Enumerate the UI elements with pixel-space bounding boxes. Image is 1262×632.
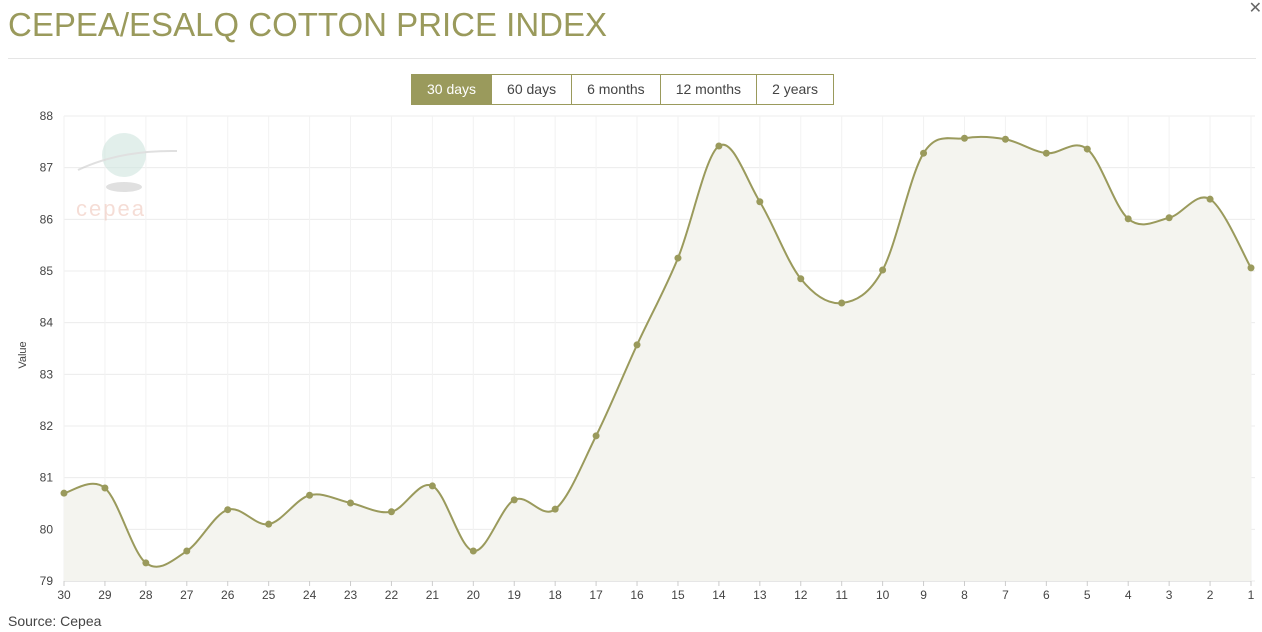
data-point[interactable] bbox=[674, 254, 682, 262]
x-tick-label: 8 bbox=[961, 588, 968, 602]
data-point[interactable] bbox=[592, 432, 600, 440]
data-point[interactable] bbox=[838, 299, 846, 307]
x-tick-label: 6 bbox=[1043, 588, 1050, 602]
data-point[interactable] bbox=[347, 499, 355, 507]
y-tick-label: 84 bbox=[40, 316, 54, 330]
data-point[interactable] bbox=[920, 149, 928, 157]
data-point[interactable] bbox=[633, 341, 641, 349]
x-tick-label: 15 bbox=[671, 588, 685, 602]
data-point[interactable] bbox=[101, 484, 109, 492]
x-tick-label: 21 bbox=[426, 588, 440, 602]
range-2-years-button[interactable]: 2 years bbox=[756, 75, 833, 104]
data-point[interactable] bbox=[428, 482, 436, 490]
x-tick-label: 1 bbox=[1248, 588, 1255, 602]
range-30-days-button[interactable]: 30 days bbox=[412, 75, 492, 104]
x-tick-label: 17 bbox=[589, 588, 603, 602]
range-6-months-button[interactable]: 6 months bbox=[571, 75, 660, 104]
data-point[interactable] bbox=[1247, 264, 1255, 272]
y-tick-label: 87 bbox=[40, 161, 54, 175]
range-selector: 30 days 60 days 6 months 12 months 2 yea… bbox=[411, 74, 834, 105]
y-tick-label: 80 bbox=[40, 522, 54, 536]
x-tick-label: 12 bbox=[794, 588, 808, 602]
x-tick-label: 13 bbox=[753, 588, 767, 602]
y-tick-label: 81 bbox=[40, 471, 54, 485]
x-tick-label: 9 bbox=[920, 588, 927, 602]
data-point[interactable] bbox=[183, 547, 191, 555]
logo-text: cepea bbox=[76, 196, 146, 221]
x-tick-label: 29 bbox=[98, 588, 112, 602]
x-tick-label: 27 bbox=[180, 588, 194, 602]
data-point[interactable] bbox=[306, 491, 314, 499]
data-point[interactable] bbox=[1042, 149, 1050, 157]
data-point[interactable] bbox=[715, 142, 723, 150]
cepea-logo: cepea bbox=[76, 133, 178, 221]
x-tick-label: 20 bbox=[467, 588, 481, 602]
data-point[interactable] bbox=[387, 508, 395, 516]
close-icon[interactable]: ✕ bbox=[1248, 0, 1262, 17]
divider bbox=[8, 58, 1256, 59]
x-tick-label: 10 bbox=[876, 588, 890, 602]
y-tick-label: 85 bbox=[40, 264, 54, 278]
x-tick-label: 23 bbox=[344, 588, 358, 602]
data-point[interactable] bbox=[142, 559, 150, 567]
x-tick-label: 4 bbox=[1125, 588, 1132, 602]
y-tick-label: 88 bbox=[40, 109, 54, 123]
x-tick-label: 3 bbox=[1166, 588, 1173, 602]
range-12-months-button[interactable]: 12 months bbox=[659, 75, 756, 104]
y-tick-label: 79 bbox=[40, 574, 54, 588]
data-point[interactable] bbox=[551, 505, 559, 513]
x-tick-label: 7 bbox=[1002, 588, 1009, 602]
range-60-days-button[interactable]: 60 days bbox=[491, 75, 571, 104]
data-point[interactable] bbox=[1083, 145, 1091, 153]
data-point[interactable] bbox=[879, 266, 887, 274]
data-point[interactable] bbox=[797, 275, 805, 283]
x-tick-label: 5 bbox=[1084, 588, 1091, 602]
y-tick-label: 86 bbox=[40, 212, 54, 226]
x-tick-label: 24 bbox=[303, 588, 317, 602]
y-tick-label: 83 bbox=[40, 367, 54, 381]
x-tick-label: 22 bbox=[385, 588, 399, 602]
data-point[interactable] bbox=[1124, 215, 1132, 223]
y-axis-label: Value bbox=[17, 341, 29, 368]
x-tick-label: 16 bbox=[630, 588, 644, 602]
data-point[interactable] bbox=[224, 506, 232, 514]
data-point[interactable] bbox=[756, 198, 764, 206]
data-point[interactable] bbox=[265, 520, 273, 528]
data-point[interactable] bbox=[1206, 195, 1214, 203]
y-tick-label: 82 bbox=[40, 419, 54, 433]
x-tick-label: 18 bbox=[548, 588, 562, 602]
data-point[interactable] bbox=[1165, 214, 1173, 222]
x-tick-label: 25 bbox=[262, 588, 276, 602]
data-point[interactable] bbox=[960, 134, 968, 142]
page-title: CEPEA/ESALQ COTTON PRICE INDEX bbox=[8, 6, 608, 43]
x-tick-label: 2 bbox=[1207, 588, 1214, 602]
x-tick-label: 11 bbox=[835, 588, 848, 602]
x-tick-label: 26 bbox=[221, 588, 235, 602]
source-text: Source: Cepea bbox=[8, 613, 102, 629]
data-point[interactable] bbox=[60, 489, 68, 497]
data-point[interactable] bbox=[469, 547, 477, 555]
x-tick-label: 14 bbox=[712, 588, 726, 602]
data-point[interactable] bbox=[510, 496, 518, 504]
data-point[interactable] bbox=[1001, 135, 1009, 143]
x-tick-label: 28 bbox=[139, 588, 153, 602]
area-fill bbox=[64, 136, 1251, 581]
x-tick-label: 30 bbox=[57, 588, 71, 602]
x-tick-label: 19 bbox=[508, 588, 522, 602]
